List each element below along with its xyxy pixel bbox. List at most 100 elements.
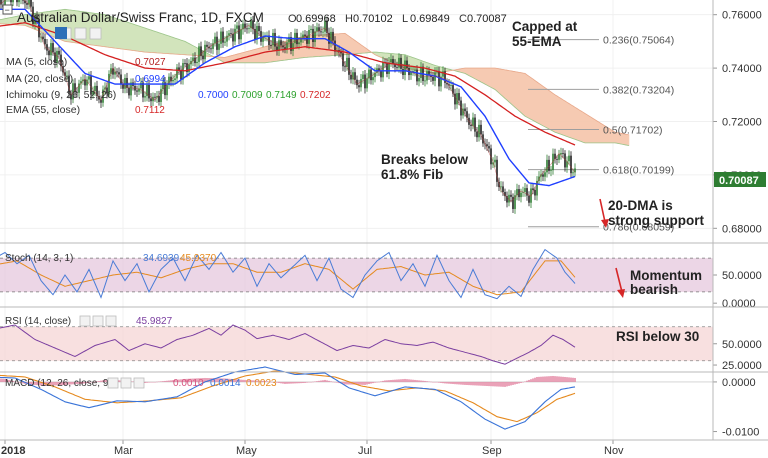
candle-up (558, 154, 560, 160)
candle-up (374, 72, 376, 78)
candle-down (304, 34, 306, 37)
candle-up (108, 73, 110, 94)
time-tick-label: May (236, 445, 257, 457)
symbol-title[interactable]: Australian Dollar/Swiss Franc, 1D, FXCM (17, 10, 264, 25)
macd-histogram-bar (324, 379, 326, 382)
macd-histogram-bar (332, 381, 334, 383)
macd-histogram-bar (96, 381, 98, 382)
stoch-panel: 50.0000 0.0000 (0, 248, 762, 310)
macd-histogram-bar (444, 381, 446, 384)
last-price-badge: 0.70087 (714, 172, 766, 187)
candle-down (344, 66, 346, 68)
candle-down (532, 188, 534, 190)
support-note-line2: strong support (608, 213, 704, 228)
candle-down (38, 19, 40, 38)
macd-histogram-bar (146, 381, 148, 383)
candle-up (372, 77, 374, 81)
price-badge-value: 0.70087 (719, 175, 759, 187)
candle-up (414, 69, 416, 71)
macd-histogram-bar (464, 381, 466, 385)
macd-tool-icon[interactable] (133, 377, 145, 389)
candle-down (320, 31, 322, 33)
macd-histogram-bar (430, 381, 432, 383)
collapse-toggle[interactable] (2, 4, 13, 15)
price-tick-label: 0.68000 (722, 223, 762, 235)
price-tick-label: 0.74000 (722, 63, 762, 75)
macd-histogram-bar (334, 381, 336, 383)
candle-up (172, 79, 174, 82)
candle-down (54, 52, 56, 63)
candle-down (446, 82, 448, 85)
macd-histogram-bar (504, 381, 506, 387)
macd-histogram-bar (538, 376, 540, 382)
legend-tool-icon[interactable] (74, 27, 87, 40)
candle-down (116, 71, 118, 73)
macd-histogram-bar (530, 379, 532, 382)
macd-line-value: 0.0014 (210, 378, 241, 389)
macd-histogram-bar (34, 381, 36, 385)
candle-up (546, 159, 548, 173)
macd-tool-icon[interactable] (120, 377, 132, 389)
rsi-legend-label: RSI (14, close) (5, 316, 71, 327)
macd-histogram-bar (496, 381, 498, 387)
macd-histogram-bar (264, 380, 266, 382)
ohlc-label: O (288, 13, 297, 25)
candle-down (432, 77, 434, 81)
macd-histogram-bar (432, 381, 434, 383)
candle-up (196, 61, 198, 64)
candle-up (264, 36, 266, 38)
macd-histogram-bar (58, 381, 60, 386)
macd-histogram-bar (462, 381, 464, 385)
macd-tool-icon[interactable] (107, 377, 119, 389)
rsi-tool-icon[interactable] (105, 315, 117, 327)
candle-up (204, 44, 206, 60)
candle-up (398, 57, 400, 68)
rsi-tool-icon[interactable] (92, 315, 104, 327)
macd-histogram-bar (490, 381, 492, 387)
candle-down (392, 59, 394, 64)
candle-down (526, 188, 528, 196)
candle-up (494, 159, 496, 163)
candle-down (556, 159, 558, 160)
time-tick-label: Sep (482, 445, 502, 457)
macd-histogram-bar (16, 381, 18, 383)
candle-up (224, 41, 226, 43)
macd-histogram-bar (68, 381, 70, 385)
price-tick-label: 0.76000 (722, 10, 762, 22)
macd-histogram-bar (178, 379, 180, 382)
candle-down (252, 20, 254, 29)
macd-hist-value: 0.0010 (173, 378, 204, 389)
candle-up (144, 96, 146, 98)
stoch-tick-label: 50.0000 (722, 270, 762, 282)
fib-levels: 0.236(0.75064) 0.382(0.73204) 0.5(0.71702)… (528, 35, 674, 234)
macd-histogram-bar (164, 380, 166, 382)
macd-histogram-bar (90, 381, 92, 383)
candle-down (74, 83, 76, 93)
macd-histogram-bar (52, 381, 54, 386)
candle-down (254, 28, 256, 40)
macd-histogram-bar (470, 381, 472, 386)
candle-up (72, 83, 74, 100)
rsi-tool-icon[interactable] (79, 315, 91, 327)
legend-tool-icon[interactable] (89, 27, 102, 40)
candle-down (16, 0, 18, 3)
macd-histogram-bar (18, 381, 20, 383)
candle-down (158, 96, 160, 102)
macd-histogram-bar (374, 381, 376, 383)
macd-histogram-bar (272, 381, 274, 383)
candle-down (354, 72, 356, 80)
candle-down (512, 196, 514, 209)
candle-up (192, 57, 194, 61)
candle-down (136, 90, 138, 92)
stoch-legend-label: Stoch (14, 3, 1) (5, 253, 73, 264)
candle-down (358, 85, 360, 88)
candle-up (388, 62, 390, 74)
macd-histogram-bar (376, 381, 378, 383)
senkou-span-a (0, 8, 630, 146)
candle-down (274, 32, 276, 47)
candle-down (356, 79, 358, 86)
candle-up (18, 0, 20, 3)
macd-histogram-bar (484, 381, 486, 386)
macd-histogram-bar (244, 379, 246, 382)
macd-panel: 0.0000 -0.0100 (0, 366, 759, 439)
